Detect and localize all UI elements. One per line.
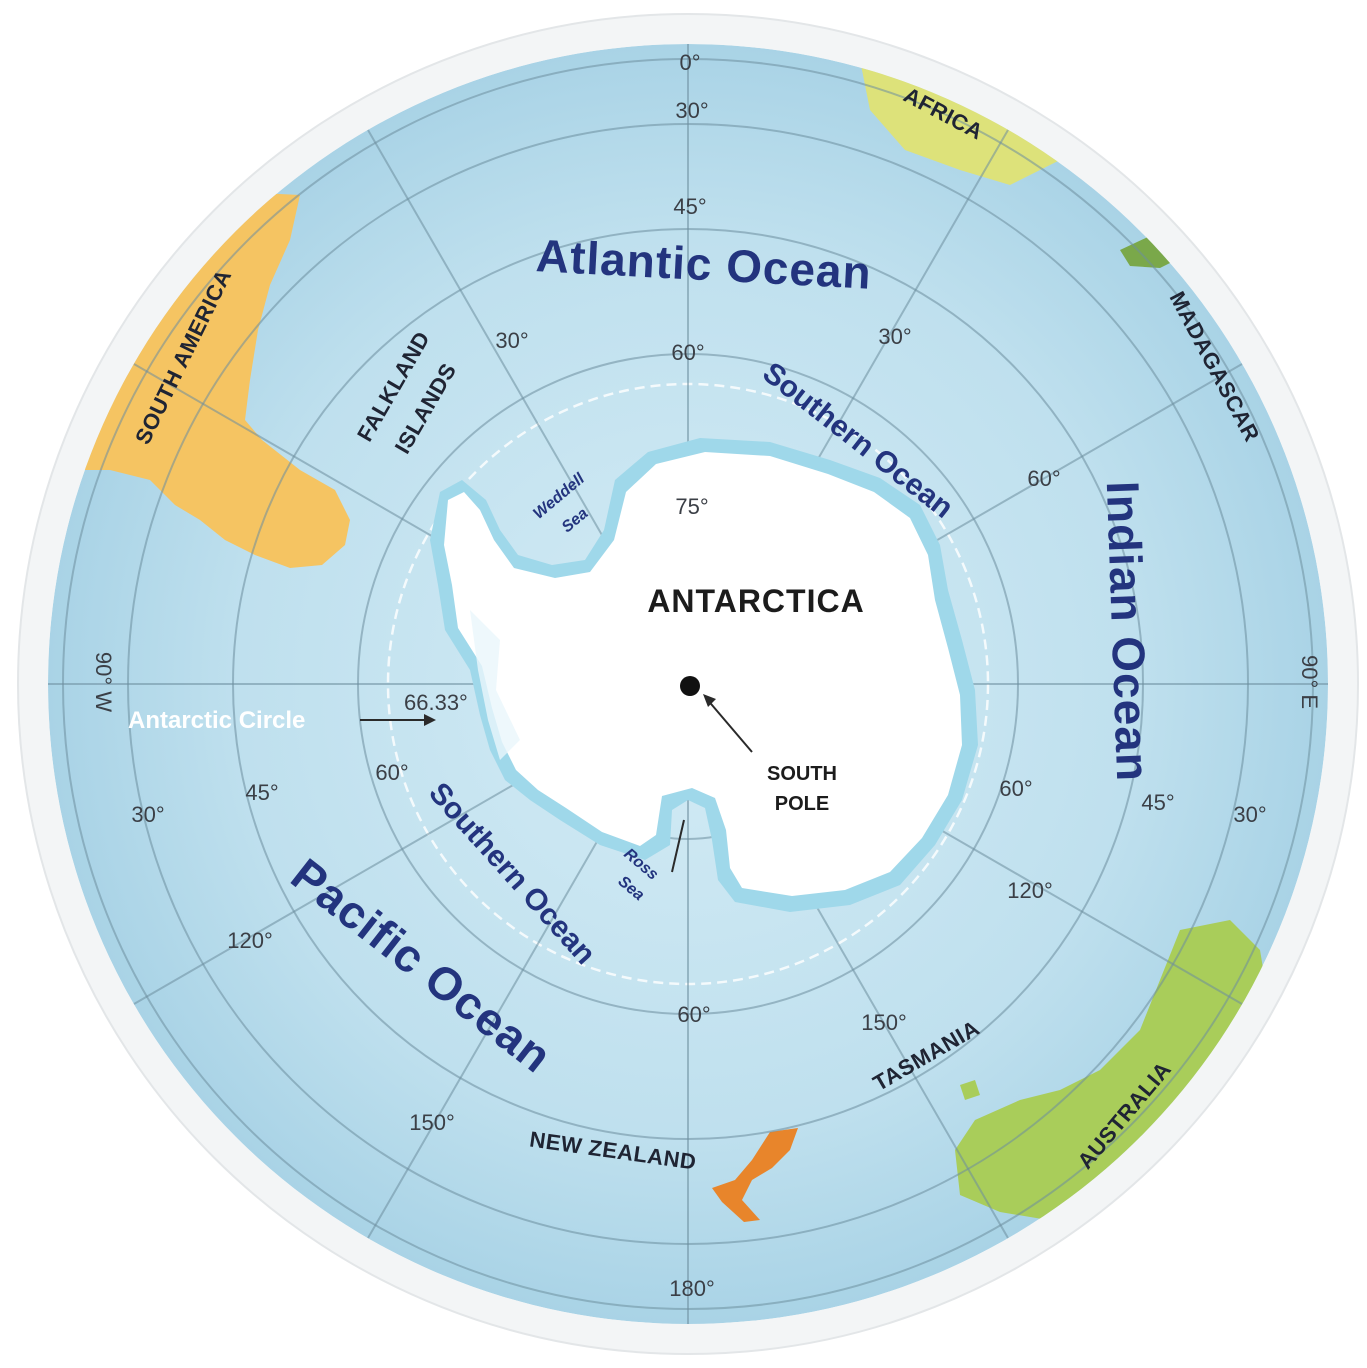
degree-label-90e: 90° E (1297, 655, 1322, 709)
degree-label: 30° (675, 98, 708, 123)
degree-label: 60° (677, 1002, 710, 1027)
south-pole-label-line1: SOUTH (767, 763, 837, 785)
south-pole-pointer (705, 697, 753, 753)
degree-label: 45° (1141, 790, 1174, 815)
new-zealand-landmass (712, 1128, 798, 1222)
degree-label: 180° (669, 1276, 715, 1301)
indian-ocean-label: Indian Ocean (1097, 480, 1159, 782)
degree-label: 150° (409, 1110, 455, 1135)
antarctica-landmass (444, 452, 962, 896)
degree-label: 30° (495, 328, 528, 353)
ice-shelf-tint (470, 610, 520, 760)
degree-label-90w: 90° W (91, 652, 116, 712)
degree-label: 30° (878, 324, 911, 349)
degree-label: 45° (673, 194, 706, 219)
degree-label: 150° (861, 1010, 907, 1035)
degree-label: 0° (679, 50, 700, 75)
south-pole-marker (680, 676, 700, 696)
degree-label: 60° (1027, 466, 1060, 491)
degree-label: 120° (227, 928, 273, 953)
degree-label: 60° (999, 776, 1032, 801)
south-pole-arrowhead (703, 694, 716, 707)
antarctic-circle-arrowhead (424, 714, 436, 726)
degree-label: 120° (1007, 878, 1053, 903)
degree-label: 45° (245, 780, 278, 805)
antarctic-circle-value: 66.33° (404, 690, 468, 715)
antarctica-label: ANTARCTICA (647, 583, 864, 619)
degree-label: 30° (131, 802, 164, 827)
degree-label: 30° (1233, 802, 1266, 827)
antarctic-circle-label: Antarctic Circle (128, 707, 305, 734)
degree-label: 75° (675, 494, 708, 519)
ross-sea-pointer (671, 819, 685, 873)
south-pole-label-line2: POLE (775, 793, 829, 815)
degree-label: 60° (671, 340, 704, 365)
tasmania-landmass (960, 1080, 980, 1100)
degree-label: 60° (375, 760, 408, 785)
